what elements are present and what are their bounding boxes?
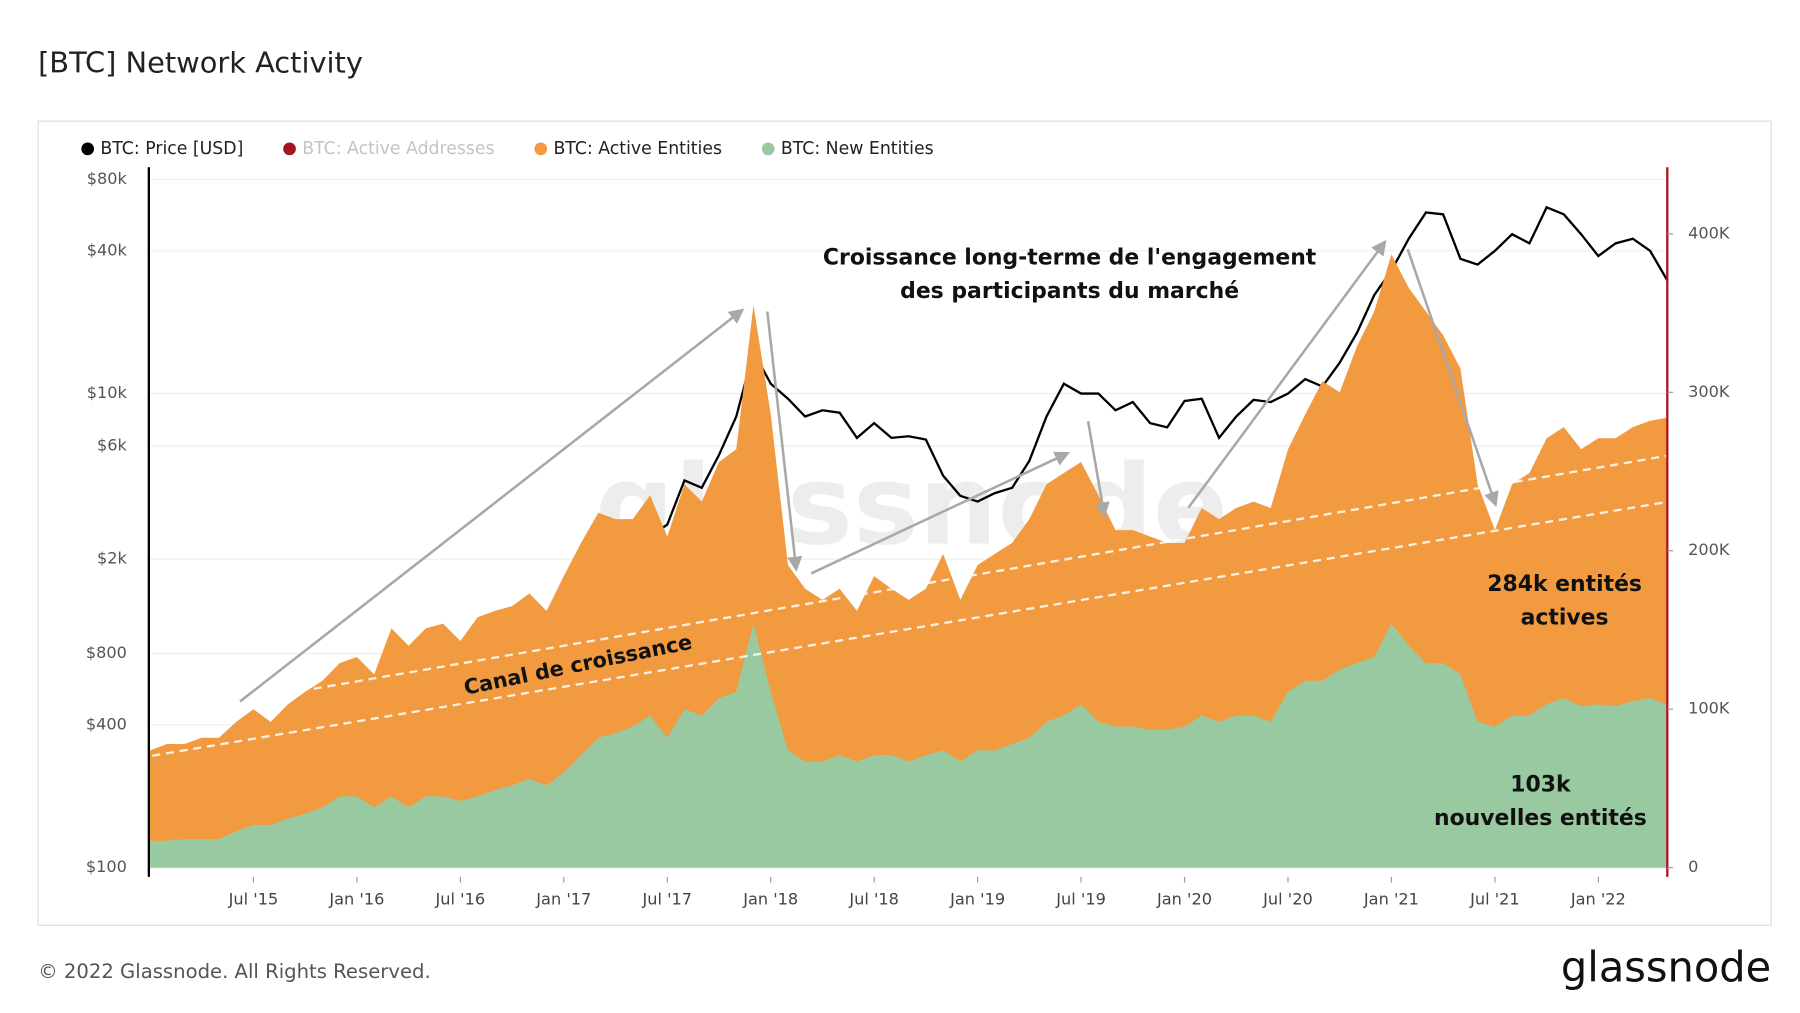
legend-marker[interactable] (81, 142, 95, 156)
y-tick-label: $10k (87, 383, 128, 402)
annotation: des participants du marché (900, 279, 1239, 304)
annotation: nouvelles entités (1434, 806, 1647, 831)
legend-label[interactable]: BTC: New Entities (781, 139, 934, 159)
x-tick-label: Jan '17 (535, 889, 591, 908)
x-tick-label: Jan '21 (1363, 889, 1419, 908)
y-tick-label: $6k (97, 436, 128, 455)
chart-frame (37, 120, 1772, 926)
y-tick-label: $400 (86, 714, 127, 733)
legend-label[interactable]: BTC: Active Entities (553, 139, 722, 159)
plot-area (149, 205, 1669, 868)
arrow (810, 451, 1071, 575)
y2-tick-label: 100K (1688, 699, 1730, 718)
arrow (239, 308, 745, 703)
y2-tick-label: 400K (1688, 223, 1730, 242)
y-tick-label: $2k (97, 549, 128, 568)
channel-line (152, 500, 1668, 757)
y-tick-label: $40k (87, 240, 128, 259)
x-tick-label: Jul '20 (1262, 889, 1313, 908)
x-tick-label: Jul '18 (848, 889, 899, 908)
y-tick-label: $800 (86, 643, 127, 662)
annotation: 284k entités (1487, 572, 1642, 597)
y2-tick-label: 200K (1688, 540, 1730, 559)
arrow (1187, 239, 1387, 509)
footer: © 2022 Glassnode. All Rights Reserved. (38, 960, 431, 983)
annotation: Croissance long-terme de l'engagement (823, 245, 1316, 270)
arrow (1406, 248, 1499, 508)
y-tick-label: $100 (86, 857, 127, 876)
x-tick-label: Jul '17 (641, 889, 692, 908)
legend-marker[interactable] (761, 142, 775, 156)
legend-marker[interactable] (283, 142, 296, 156)
y-tick-label: $80k (87, 169, 128, 188)
arrow (1086, 420, 1110, 518)
y2-tick-label: 300K (1688, 382, 1730, 401)
x-tick-label: Jan '22 (1570, 889, 1626, 908)
legend-label[interactable]: BTC: Active Addresses (302, 139, 494, 159)
x-tick-label: Jan '16 (328, 889, 384, 908)
arrow (766, 311, 803, 572)
arrows (239, 239, 1499, 703)
annotation: actives (1521, 605, 1609, 630)
legend: BTC: Price [USD] BTC: Active Addresses BTC… (81, 139, 934, 159)
x-tick-label: Jan '19 (949, 889, 1005, 908)
legend-marker[interactable] (534, 142, 548, 156)
axes: $100 $400 $800 $2k $6k $10k $40k $80k 0 100K 200K 3… (86, 169, 1730, 909)
x-tick-label: Jul '15 (228, 889, 279, 908)
x-tick-label: Jul '19 (1055, 889, 1106, 908)
y2-tick-label: 0 (1688, 857, 1698, 876)
annotation: 103k (1510, 773, 1571, 798)
x-tick-label: Jul '16 (435, 889, 486, 908)
channel-line (313, 454, 1668, 690)
x-tick-label: Jan '18 (742, 889, 798, 908)
logo: glassnode (1561, 942, 1771, 991)
x-tick-label: Jan '20 (1156, 889, 1212, 908)
x-tick-label: Jul '21 (1469, 889, 1520, 908)
area (150, 623, 1668, 868)
chart-title: [BTC] Network Activity (38, 46, 363, 80)
legend-label[interactable]: BTC: Price [USD] (100, 139, 243, 159)
